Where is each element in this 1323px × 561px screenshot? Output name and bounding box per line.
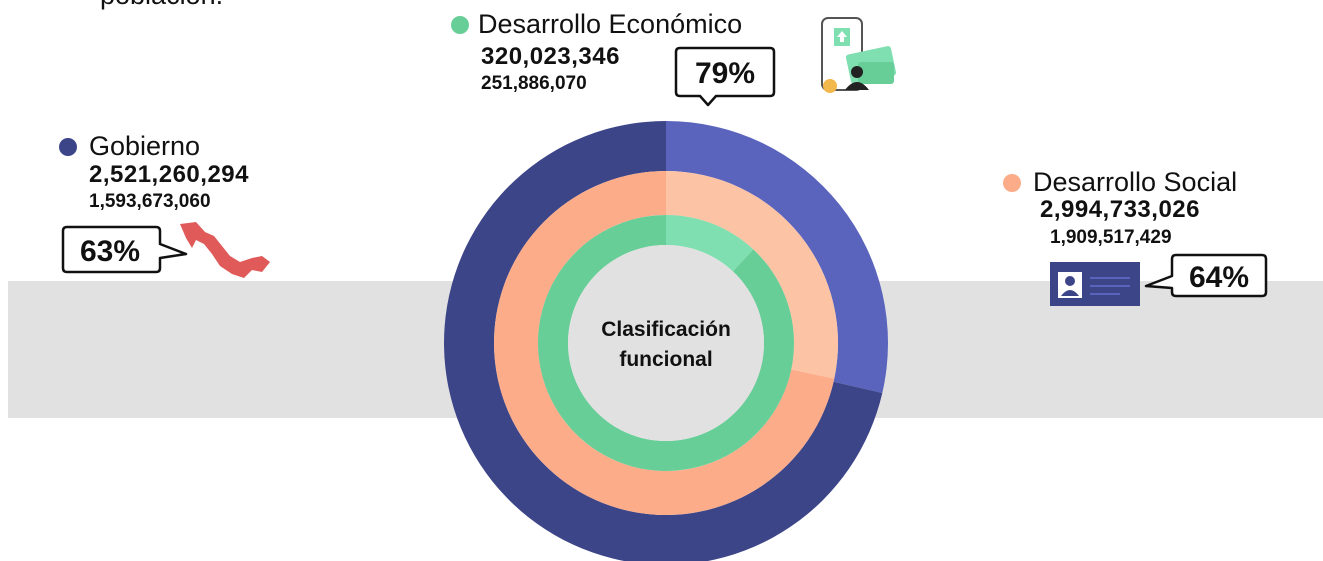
ring-segment: [666, 171, 838, 379]
ring-segment: [666, 215, 754, 272]
group-total: 2,994,733,026: [1040, 196, 1200, 223]
legend-dot: [1003, 174, 1021, 192]
intro-fragment: población.: [100, 0, 223, 10]
callout-box: [674, 46, 776, 107]
center-disc: [568, 245, 764, 441]
group-executed: 1,593,673,060: [89, 191, 211, 212]
group-executed: 1,909,517,429: [1050, 227, 1172, 248]
ring-segment: [666, 121, 889, 393]
group-percent: 63%: [80, 235, 140, 268]
legend-dot: [59, 138, 77, 156]
group-percent: 64%: [1189, 261, 1249, 294]
group-total: 2,521,260,294: [89, 161, 249, 188]
group-name: Gobierno: [89, 131, 200, 161]
callout-box: [1144, 253, 1268, 298]
group-total: 320,023,346: [481, 43, 620, 70]
id-card-icon: [1050, 262, 1140, 306]
callout-box: [61, 225, 188, 274]
group-percent: 79%: [695, 57, 755, 90]
center-label: Clasificación: [601, 318, 731, 341]
group-name: Desarrollo Económico: [478, 9, 742, 39]
group-name: Desarrollo Social: [1033, 167, 1237, 197]
center-label: funcional: [619, 348, 712, 371]
legend-dot: [451, 16, 469, 34]
group-executed: 251,886,070: [481, 73, 587, 94]
map-icon: [180, 222, 270, 278]
economy-icon: [821, 17, 897, 93]
rings: [444, 121, 889, 561]
